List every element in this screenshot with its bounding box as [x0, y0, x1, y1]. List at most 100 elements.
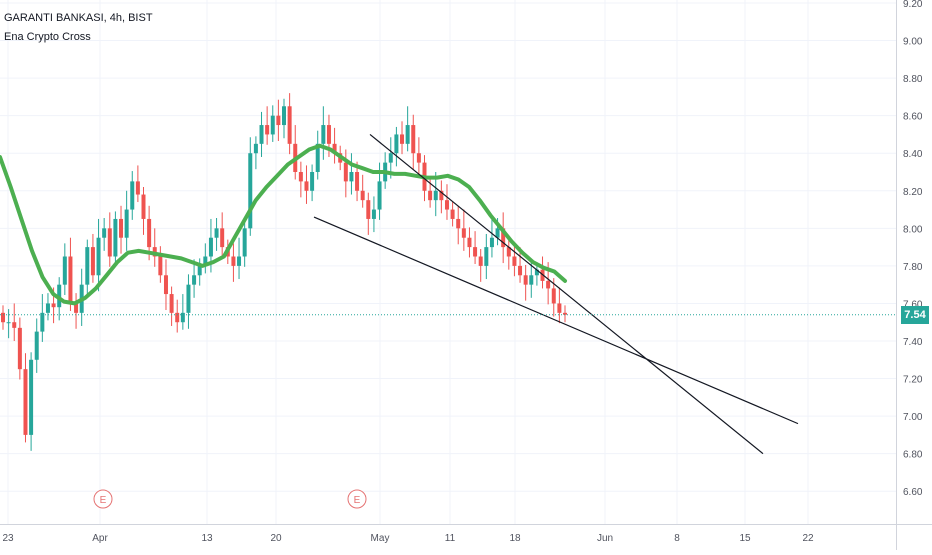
- candle-body: [450, 209, 455, 219]
- candle-body: [231, 256, 236, 266]
- y-tick-label: 8.00: [903, 224, 923, 235]
- x-tick-label: Apr: [92, 533, 108, 544]
- candle-body: [130, 181, 135, 210]
- candle-body: [34, 331, 39, 360]
- indicator-name[interactable]: Ena Crypto Cross: [4, 31, 91, 43]
- candle-body: [506, 247, 511, 257]
- candle-body: [444, 200, 449, 210]
- candle-body: [388, 153, 393, 163]
- candle-body: [85, 247, 90, 285]
- candle-body: [186, 284, 191, 313]
- candle-body: [74, 303, 79, 313]
- candle-body: [366, 200, 371, 219]
- candle-body: [467, 237, 472, 248]
- candle-body: [546, 280, 551, 289]
- candle-body: [428, 190, 433, 201]
- x-tick-label: May: [371, 533, 390, 544]
- y-tick-label: 7.80: [903, 262, 923, 273]
- candle-body: [1, 312, 5, 323]
- y-tick-label: 6.60: [903, 487, 923, 498]
- candle-body: [175, 312, 180, 323]
- y-tick-label: 9.20: [903, 0, 923, 10]
- candle-body: [17, 327, 22, 370]
- candle-body: [237, 256, 242, 266]
- candle-body: [557, 303, 562, 313]
- trendline: [369, 133, 764, 455]
- candle-body: [90, 247, 95, 276]
- candle-body: [203, 256, 208, 266]
- candle-body: [102, 228, 107, 238]
- candle-body: [163, 275, 168, 295]
- candle-body: [220, 228, 225, 248]
- candle-body: [62, 256, 67, 285]
- candle-body: [332, 143, 337, 154]
- y-tick-label: 7.60: [903, 299, 923, 310]
- candle-body: [287, 106, 292, 144]
- x-tick-label: 13: [201, 533, 213, 544]
- y-tick-label: 8.80: [903, 74, 923, 85]
- candle-body: [23, 369, 28, 435]
- candle-body: [253, 143, 258, 154]
- x-tick-label: 11: [445, 533, 456, 544]
- candle-body: [265, 125, 270, 135]
- y-tick-label: 9.00: [903, 37, 923, 48]
- candle-body: [416, 153, 421, 163]
- candle-body: [147, 218, 152, 248]
- candle-body: [304, 181, 309, 191]
- candle-body: [298, 172, 303, 182]
- x-tick-label: 18: [509, 533, 521, 544]
- candle-body: [315, 143, 320, 172]
- candle-body: [473, 247, 478, 257]
- candle-body: [310, 172, 315, 191]
- candle-body: [248, 153, 253, 229]
- moving-average: [0, 143, 567, 306]
- trendlines[interactable]: [313, 133, 799, 455]
- candle-body: [12, 322, 17, 328]
- candle-body: [29, 359, 34, 435]
- x-tick-label: 22: [802, 533, 814, 544]
- candle-body: [355, 172, 360, 191]
- y-tick-label: 7.20: [903, 375, 923, 386]
- candle-body: [360, 190, 365, 201]
- candle-body: [321, 125, 326, 144]
- candle-body: [518, 265, 523, 276]
- symbol-title[interactable]: GARANTI BANKASI, 4h, BIST: [4, 12, 153, 24]
- candle-body: [551, 288, 556, 304]
- candle-body: [135, 181, 140, 195]
- event-label: E: [354, 495, 361, 506]
- candle-body: [214, 228, 219, 238]
- candle-body: [484, 247, 489, 266]
- x-tick-label: 20: [270, 533, 282, 544]
- candle-body: [119, 218, 124, 238]
- candle-body: [113, 218, 118, 257]
- event-label: E: [100, 495, 107, 506]
- candle-body: [192, 275, 197, 285]
- earnings-event-marker: E: [93, 489, 113, 509]
- candle-body: [6, 322, 11, 324]
- grid: [0, 0, 896, 524]
- y-tick-label: 6.80: [903, 450, 923, 461]
- y-tick-label: 8.40: [903, 149, 923, 160]
- candle-body: [326, 125, 331, 144]
- candle-body: [411, 125, 416, 154]
- candle-body: [45, 303, 50, 313]
- ma-line: [0, 143, 567, 306]
- trendline: [313, 216, 799, 425]
- candle-body: [208, 237, 213, 257]
- y-tick-label: 7.00: [903, 412, 923, 423]
- candle-body: [197, 265, 202, 276]
- earnings-event-marker: E: [347, 489, 367, 509]
- candle-body: [400, 134, 405, 144]
- candle-body: [141, 194, 146, 219]
- candle-body: [512, 256, 517, 266]
- candle-body: [276, 115, 281, 126]
- candle-body: [124, 209, 129, 238]
- candle-body: [495, 228, 500, 238]
- candle-body: [107, 228, 112, 257]
- candle-body: [394, 134, 399, 154]
- candles: [1, 93, 567, 451]
